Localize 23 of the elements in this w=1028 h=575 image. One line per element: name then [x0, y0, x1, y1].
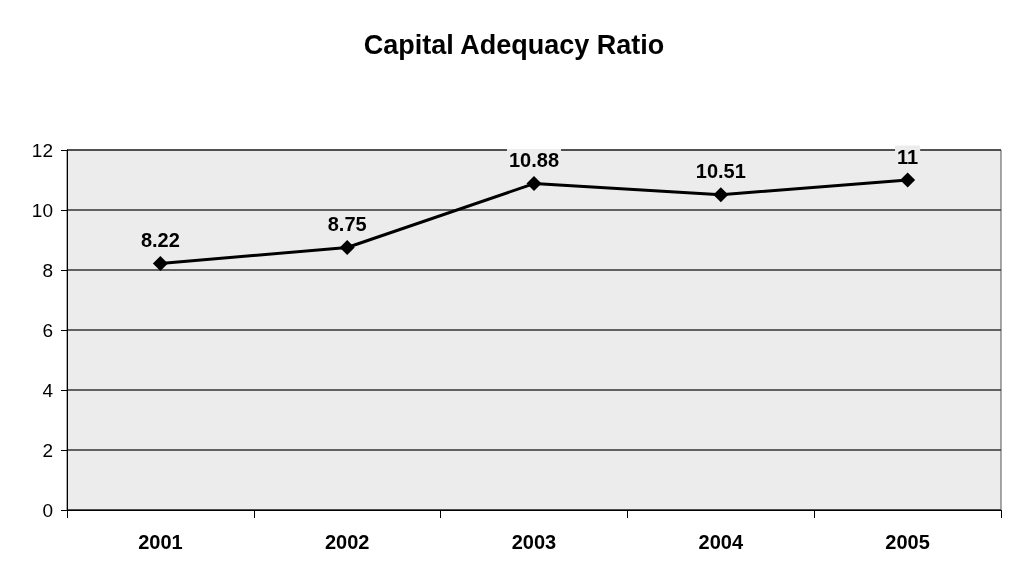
chart-title: Capital Adequacy Ratio: [363, 29, 665, 60]
data-label: 11: [897, 145, 919, 168]
y-tick-label: 12: [31, 139, 53, 161]
y-tick-label: 6: [42, 319, 53, 341]
y-tick-label: 10: [31, 199, 53, 221]
y-tick-label: 4: [42, 379, 54, 401]
x-tick-label: 2003: [511, 531, 557, 553]
y-tick-label: 0: [42, 499, 53, 521]
point: [339, 240, 355, 255]
y-tick-label: 2: [42, 439, 53, 461]
point: [713, 187, 729, 203]
x-tick-label: 2001: [138, 531, 183, 553]
y-tick-label: 8: [42, 259, 53, 281]
x-tick-label: 2004: [698, 531, 744, 553]
x-tick-label: 2005: [885, 531, 930, 553]
data-label: 8.75: [327, 213, 367, 235]
point: [152, 255, 168, 271]
x-tick-label: 2002: [324, 531, 370, 553]
data-label: 10.88: [508, 149, 560, 172]
data-label: 8.22: [140, 228, 180, 251]
data-label: 10.51: [695, 160, 746, 183]
point: [900, 172, 916, 188]
point: [526, 176, 542, 192]
